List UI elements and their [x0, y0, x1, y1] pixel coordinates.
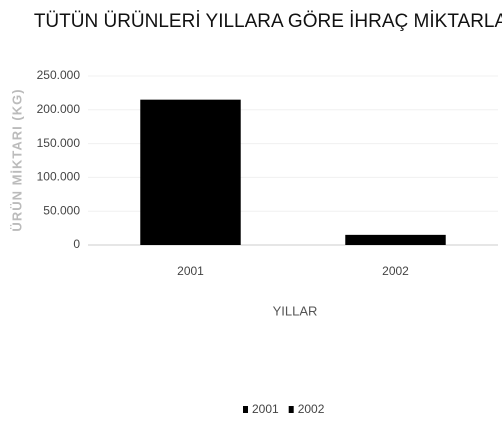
y-tick-label: 250.000 — [37, 68, 81, 82]
x-tick-label: 2002 — [382, 264, 409, 278]
bar — [140, 99, 241, 245]
legend-swatch — [243, 406, 248, 413]
y-axis-title: ÜRÜN MİKTARI (KG) — [9, 88, 24, 231]
legend-label: 2001 — [252, 402, 279, 416]
chart-title: TÜTÜN ÜRÜNLERİ YILLARA GÖRE İHRAÇ MİKTAR… — [34, 11, 502, 32]
x-axis-title: YILLAR — [273, 303, 318, 318]
y-tick-label: 150.000 — [37, 136, 81, 150]
y-tick-label: 200.000 — [37, 102, 81, 116]
legend-swatch — [288, 406, 294, 413]
y-tick-label: 100.000 — [37, 170, 81, 184]
y-tick-label: 0 — [73, 237, 80, 251]
legend-label: 2002 — [298, 402, 325, 416]
x-tick-label: 2001 — [177, 264, 204, 278]
bar — [345, 234, 446, 245]
y-tick-label: 50.000 — [43, 203, 80, 217]
